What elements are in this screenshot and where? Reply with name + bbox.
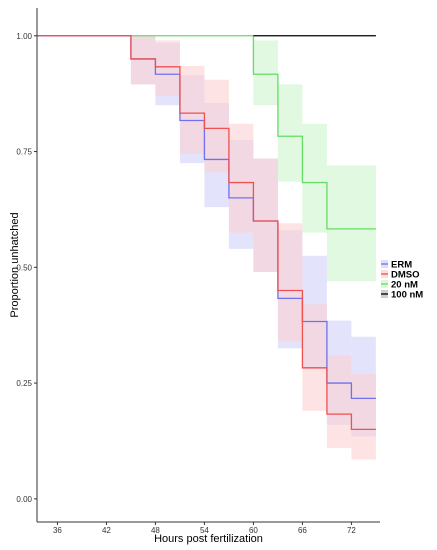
x-tick-label: 66 xyxy=(298,526,307,535)
confidence-bands xyxy=(130,35,376,460)
band-segment-dmso-5 xyxy=(228,123,254,233)
band-segment-dmso-8 xyxy=(302,304,327,411)
band-segment-20-nm-3 xyxy=(302,123,327,233)
x-tick-label: 48 xyxy=(151,526,160,535)
axes xyxy=(36,8,380,523)
band-20-nm xyxy=(253,40,376,282)
y-tick-label: 1.00 xyxy=(16,32,32,41)
x-tick-label: 60 xyxy=(249,526,258,535)
y-tick-label: 0.00 xyxy=(16,495,32,504)
x-tick-label: 36 xyxy=(53,526,62,535)
legend-label-erm: ERM xyxy=(391,260,412,271)
legend-label-20-nm: 20 nM xyxy=(391,280,418,291)
step-lines xyxy=(37,35,376,431)
band-segment-dmso-10 xyxy=(351,373,376,460)
band-segment-dmso-1 xyxy=(130,35,156,85)
band-segment-dmso-4 xyxy=(204,79,229,173)
x-tick-label: 72 xyxy=(347,526,356,535)
y-ticks: 0.00 0.25 0.50 0.75 1.00 xyxy=(16,32,37,504)
legend-item-100-nm: 100 nM xyxy=(381,290,423,301)
legend-item-dmso: DMSO xyxy=(381,270,420,281)
legend-label-100-nm: 100 nM xyxy=(391,290,423,301)
legend-label-dmso: DMSO xyxy=(391,270,420,281)
legend-item-erm: ERM xyxy=(381,260,412,271)
band-segment-dmso-2 xyxy=(155,40,180,96)
y-tick-label: 0.25 xyxy=(16,379,32,388)
x-axis-label: Hours post fertilization xyxy=(154,533,263,545)
band-segment-20-nm-1 xyxy=(253,40,278,106)
line-dmso xyxy=(37,35,376,431)
band-segment-dmso-6 xyxy=(253,158,278,272)
legend-item-20-nm: 20 nM xyxy=(381,280,418,291)
line-20-nm xyxy=(37,35,376,230)
band-segment-dmso-9 xyxy=(326,355,352,448)
band-segment-dmso-7 xyxy=(277,223,303,342)
x-tick-label: 54 xyxy=(200,526,209,535)
band-segment-20-nm-2 xyxy=(277,84,303,182)
band-segment-20-nm-4 xyxy=(326,165,376,282)
x-ticks: 36 42 48 54 60 66 72 xyxy=(53,522,356,535)
y-tick-label: 0.50 xyxy=(16,263,32,272)
band-segment-dmso-3 xyxy=(179,65,205,154)
y-axis-label: Proportion unhatched xyxy=(9,212,21,317)
x-tick-label: 42 xyxy=(102,526,111,535)
y-tick-label: 0.75 xyxy=(16,148,32,157)
